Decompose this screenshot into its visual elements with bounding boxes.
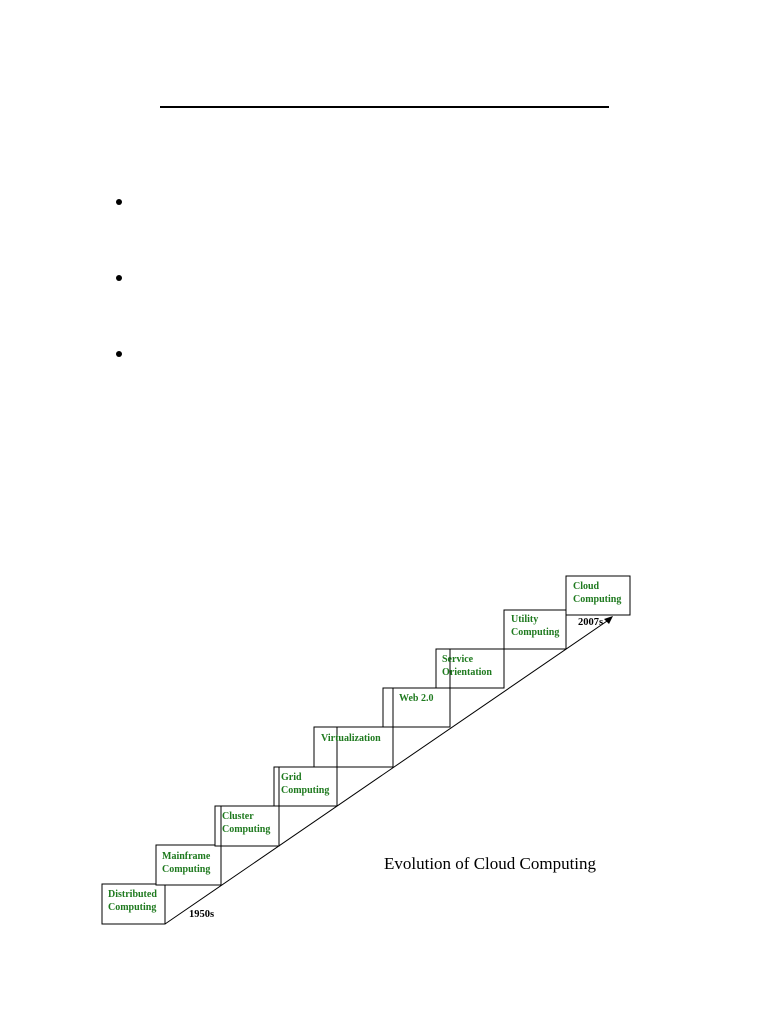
bullet-point-3 bbox=[116, 351, 122, 357]
step-label-line: Virtualization bbox=[321, 733, 381, 744]
step-label-line: Computing bbox=[281, 785, 329, 796]
diagram-title: Evolution of Cloud Computing bbox=[384, 854, 597, 873]
staircase bbox=[101, 575, 631, 925]
step-label-cluster-computing: Cluster Computing bbox=[222, 811, 270, 835]
timeline-diagonal bbox=[164, 618, 611, 925]
step-box-distributed-computing bbox=[101, 883, 166, 925]
step-label-virtualization: Virtualization bbox=[321, 733, 381, 744]
step-label-line: Service bbox=[442, 654, 474, 665]
step-label-line: Computing bbox=[573, 594, 621, 605]
step-label-line: Computing bbox=[222, 824, 270, 835]
step-box-web-2-0 bbox=[382, 687, 451, 728]
bullet-point-1 bbox=[116, 199, 122, 205]
step-label-line: Distributed bbox=[108, 889, 157, 900]
step-label-web-2-0: Web 2.0 bbox=[399, 693, 433, 704]
step-label-line: Computing bbox=[511, 627, 559, 638]
step-box-service-orientation bbox=[435, 648, 505, 689]
step-label-grid-computing: Grid Computing bbox=[281, 772, 329, 796]
step-label-line: Cloud bbox=[573, 581, 600, 592]
tread-box-5 bbox=[449, 648, 505, 689]
step-label-line: Utility bbox=[511, 614, 538, 625]
step-label-line: Grid bbox=[281, 772, 302, 783]
step-label-service-orientation: Service Orientation bbox=[442, 654, 492, 678]
step-label-line: Web 2.0 bbox=[399, 693, 433, 704]
tread-box-4 bbox=[392, 687, 451, 728]
arrowhead-icon bbox=[604, 616, 613, 624]
tread-box-1 bbox=[220, 805, 280, 847]
step-label-distributed-computing: Distributed Computing bbox=[108, 889, 157, 913]
step-label-line: Cluster bbox=[222, 811, 254, 822]
tread-box-6 bbox=[503, 609, 567, 650]
bullet-point-2 bbox=[116, 275, 122, 281]
step-label-line: Computing bbox=[162, 864, 210, 875]
step-box-mainframe-computing bbox=[155, 844, 222, 886]
step-label-line: Mainframe bbox=[162, 851, 211, 862]
step-label-utility-computing: Utility Computing bbox=[511, 614, 559, 638]
step-label-mainframe-computing: Mainframe Computing bbox=[162, 851, 211, 875]
tread-box-2 bbox=[278, 766, 338, 807]
step-label-line: Orientation bbox=[442, 667, 492, 678]
step-label-cloud-computing: Cloud Computing bbox=[573, 581, 621, 605]
start-year-label: 1950s bbox=[189, 909, 214, 920]
step-label-line: Computing bbox=[108, 902, 156, 913]
tread-box-3 bbox=[336, 726, 394, 768]
step-box-cloud-computing bbox=[565, 575, 631, 616]
heading-underline bbox=[160, 106, 609, 108]
end-year-label: 2007s bbox=[578, 617, 603, 628]
step-box-grid-computing bbox=[273, 766, 338, 807]
